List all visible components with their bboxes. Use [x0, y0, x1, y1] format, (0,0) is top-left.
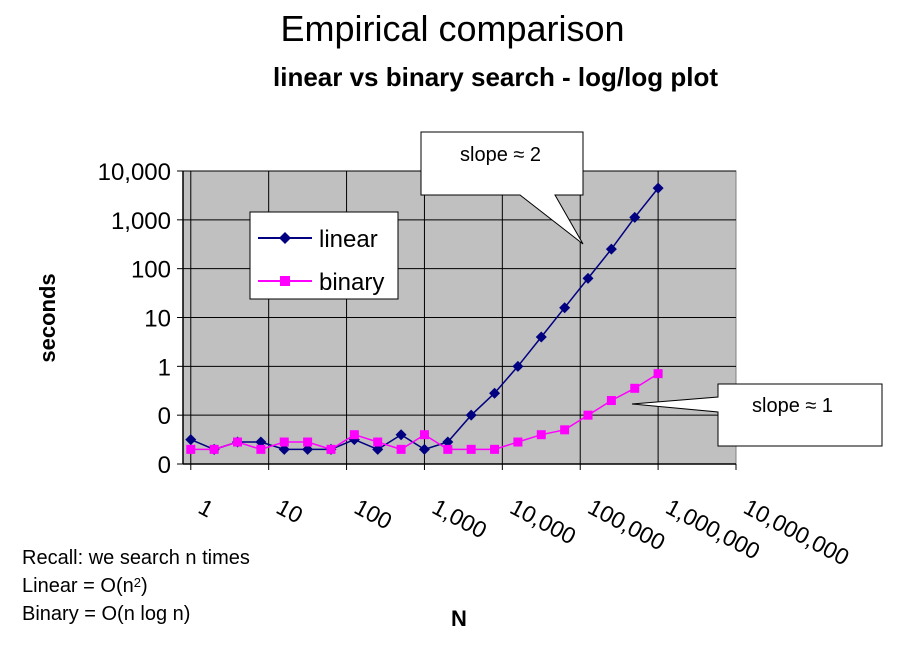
note-line-2-prefix: Linear = O(n [22, 575, 134, 597]
point-linear [395, 429, 407, 441]
callout-slope-2-text: slope ≈ 2 [460, 144, 541, 166]
point-binary [233, 437, 243, 447]
series-layer [185, 182, 664, 455]
chart-title: linear vs binary search - log/log plot [273, 62, 718, 92]
point-linear [652, 182, 664, 194]
y-tick-label: 0 [158, 403, 171, 430]
legend-linear-marker [279, 232, 291, 244]
point-linear [278, 443, 290, 455]
callout-slope-2: slope ≈ 2 [420, 131, 584, 245]
note-line-1: Recall: we search n times [22, 547, 250, 569]
point-binary [256, 444, 266, 454]
point-linear [605, 243, 617, 255]
x-tick-label: 10,000 [506, 493, 580, 549]
point-binary [209, 444, 219, 454]
y-tick-label: 10 [144, 306, 171, 333]
point-linear [535, 331, 547, 343]
legend-linear-label: linear [319, 226, 378, 253]
note-line-3: Binary = O(n log n) [22, 603, 191, 625]
legend-binary-label: binary [319, 269, 384, 296]
point-binary [186, 444, 196, 454]
point-linear [302, 443, 314, 455]
point-binary [419, 430, 429, 440]
point-binary [583, 410, 593, 420]
y-tick-label: 100 [131, 257, 171, 284]
page-title: Empirical comparison [280, 8, 625, 49]
point-binary [653, 369, 663, 379]
x-tick-labels: 1 10 100 1,000 10,000 100,0001,000,00010,000,… [194, 493, 853, 570]
y-tick-label: 10,000 [98, 159, 171, 186]
point-linear [465, 409, 477, 421]
x-tick-label: 1,000 [428, 493, 491, 543]
y-axis-title: seconds [35, 273, 60, 362]
point-linear [418, 443, 430, 455]
x-axis-title: N [451, 606, 467, 631]
point-binary [630, 383, 640, 393]
point-linear [442, 436, 454, 448]
y-tick-label: 0 [158, 452, 171, 479]
point-binary [560, 425, 570, 435]
point-binary [536, 430, 546, 440]
legend-binary-marker [280, 276, 290, 286]
point-linear [629, 211, 641, 223]
y-tick-labels: 0 0 1 10 100 1,000 10,000 [98, 159, 171, 479]
x-tick-label: 100 [350, 493, 396, 534]
point-binary [606, 396, 616, 406]
point-linear [185, 434, 197, 446]
point-linear [255, 436, 267, 448]
point-binary [513, 437, 523, 447]
point-linear [582, 272, 594, 284]
point-binary [443, 444, 453, 454]
legend: linear binary [249, 211, 399, 300]
callout-slope-1-text: slope ≈ 1 [752, 395, 833, 417]
y-tick-label: 1,000 [111, 208, 171, 235]
point-binary [466, 444, 476, 454]
x-tick-label: 10,000,000 [740, 493, 854, 570]
point-binary [279, 437, 289, 447]
point-linear [372, 443, 384, 455]
point-binary [396, 444, 406, 454]
note-line-2-sup: 2 [133, 575, 141, 590]
point-binary [349, 430, 359, 440]
x-tick-label: 1 [194, 493, 218, 522]
x-tick-label: 100,000 [584, 493, 670, 555]
y-tick-label: 1 [158, 354, 171, 381]
point-binary [490, 444, 500, 454]
x-tick-label: 10 [272, 493, 307, 528]
point-linear [489, 387, 501, 399]
point-linear [559, 302, 571, 314]
note-line-2-suffix: ) [140, 575, 148, 597]
point-binary [326, 444, 336, 454]
axes [177, 170, 737, 470]
callout-slope-1: slope ≈ 1 [631, 383, 883, 447]
note-line-2: Linear = O(n2) [22, 572, 148, 600]
point-linear [512, 360, 524, 372]
point-binary [373, 437, 383, 447]
point-binary [303, 437, 313, 447]
